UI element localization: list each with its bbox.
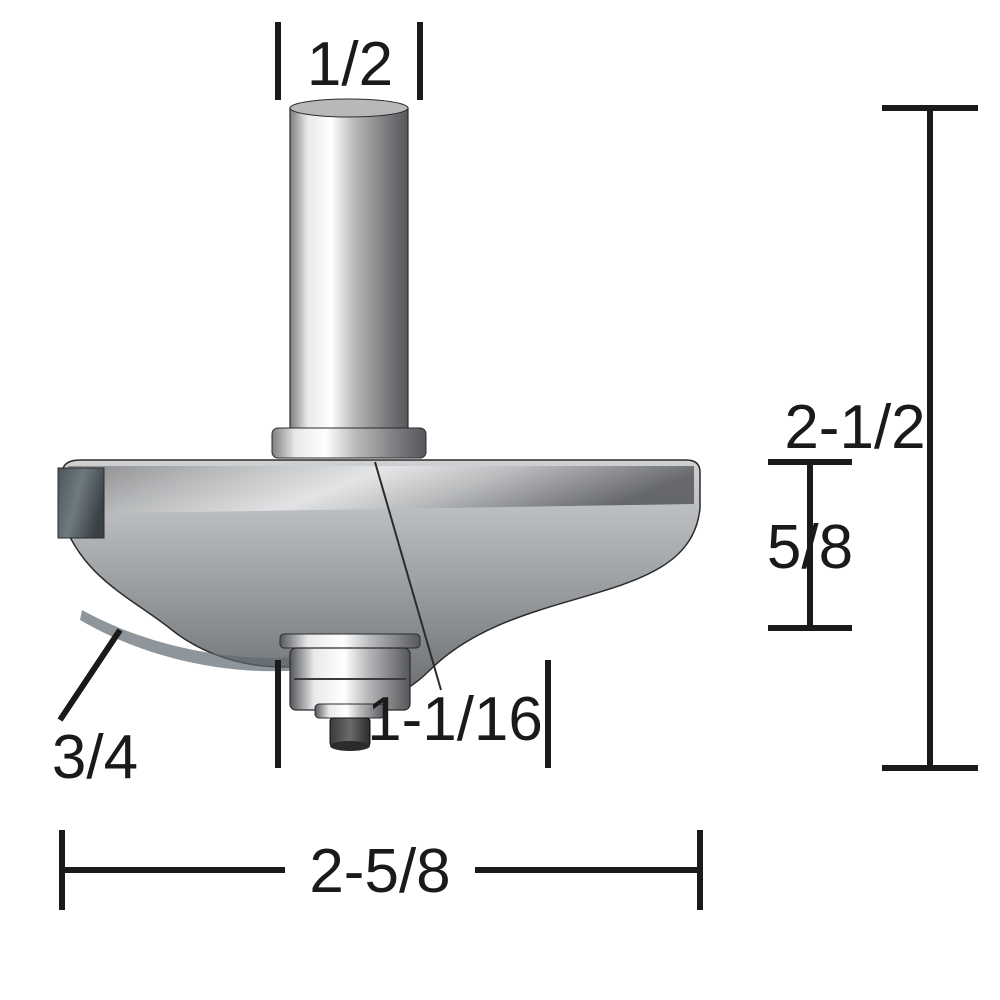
dim-shank-dia: 1/2 [307,30,393,99]
dim-bearing-width: 1-1/16 [367,685,543,754]
dim-cut-depth: 5/8 [767,513,853,582]
dim-overall-width: 2-5/8 [309,837,450,906]
router-bit [58,99,700,751]
dim-total-height: 2-1/2 [784,393,925,462]
dim-edge-radius: 3/4 [52,723,138,792]
